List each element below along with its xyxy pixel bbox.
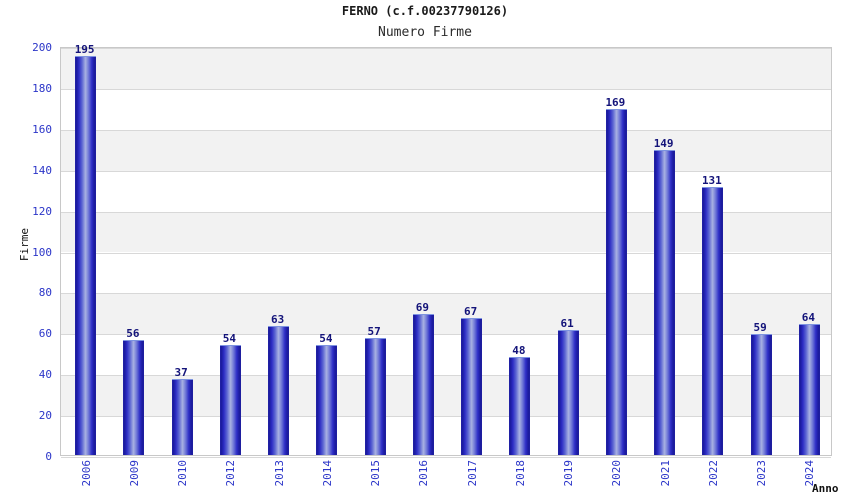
gridline xyxy=(61,416,831,418)
bar-value-label: 37 xyxy=(174,366,188,380)
bar[interactable] xyxy=(412,313,434,455)
bar-value-label: 59 xyxy=(753,321,767,335)
bar[interactable] xyxy=(461,318,483,455)
gridline xyxy=(61,457,831,458)
y-axis-tick-label: 20 xyxy=(38,409,52,423)
bar[interactable] xyxy=(654,150,676,455)
plot-band xyxy=(61,48,831,89)
x-axis-tick-label: 2019 xyxy=(562,460,576,487)
x-axis-tick-label: 2020 xyxy=(610,460,624,487)
x-axis-tick-label: 2018 xyxy=(513,460,527,487)
y-axis-tick-label: 180 xyxy=(32,81,52,95)
bar-value-label: 67 xyxy=(464,304,478,318)
y-axis-tick-label: 0 xyxy=(45,450,52,463)
y-axis-ticks: 200 180 160 140 120 100 80 60 40 20 0 xyxy=(0,42,52,462)
x-axis-tick-label: 2010 xyxy=(176,460,190,487)
bar-value-label: 57 xyxy=(367,325,381,339)
bar[interactable] xyxy=(316,344,338,455)
bar-value-label: 169 xyxy=(605,96,626,110)
bar-value-label: 54 xyxy=(319,331,333,345)
bar-value-label: 131 xyxy=(701,174,722,188)
bar[interactable] xyxy=(123,340,145,455)
y-axis-tick-label: 200 xyxy=(32,41,52,54)
bar-value-label: 48 xyxy=(512,343,526,357)
bar[interactable] xyxy=(750,334,772,455)
bar[interactable] xyxy=(798,324,820,455)
x-axis-title: Anno xyxy=(812,482,839,495)
x-axis-tick-label: 2014 xyxy=(320,460,334,487)
chart-title: FERNO (c.f.00237790126) xyxy=(341,4,509,18)
x-axis-tick-label: 2009 xyxy=(127,460,141,487)
bar[interactable] xyxy=(171,379,193,455)
gridline xyxy=(61,375,831,377)
x-axis-tick-label: 2006 xyxy=(79,460,93,487)
bar-value-label: 61 xyxy=(560,317,574,331)
gridline xyxy=(61,252,831,254)
x-axis-ticks: 2006 2009 2010 2012 2013 2014 2015 2016 2017 2018… xyxy=(60,460,832,500)
bar[interactable] xyxy=(509,356,531,455)
plot-band xyxy=(61,129,831,171)
bar-value-label: 54 xyxy=(222,331,236,345)
y-axis-tick-label: 80 xyxy=(38,286,52,300)
bar[interactable] xyxy=(702,187,724,455)
y-axis-tick-label: 40 xyxy=(38,368,52,382)
bar[interactable] xyxy=(219,344,241,455)
bar[interactable] xyxy=(605,109,627,455)
y-axis-tick-label: 140 xyxy=(32,163,52,177)
x-axis-tick-label: 2016 xyxy=(417,460,431,487)
chart-subtitle: Numero Firme xyxy=(378,25,472,40)
gridline xyxy=(61,170,831,172)
y-axis-tick-label: 100 xyxy=(32,245,52,259)
bar[interactable] xyxy=(557,330,579,455)
bar-value-label: 195 xyxy=(74,43,95,57)
gridline xyxy=(61,88,831,90)
gridline xyxy=(61,211,831,213)
bar-value-label: 149 xyxy=(653,137,674,151)
bar-value-label: 56 xyxy=(126,327,140,341)
y-axis-tick-label: 60 xyxy=(38,327,52,341)
gridline xyxy=(61,129,831,131)
x-axis-tick-label: 2022 xyxy=(706,460,720,487)
gridline xyxy=(61,48,831,49)
x-axis-tick-label: 2017 xyxy=(465,460,479,487)
bar-value-label: 64 xyxy=(801,311,815,325)
gridline xyxy=(61,334,831,336)
x-axis-tick-label: 2013 xyxy=(272,460,286,487)
bar[interactable] xyxy=(75,56,97,455)
x-axis-tick-label: 2024 xyxy=(803,460,817,487)
bar[interactable] xyxy=(364,338,386,455)
y-axis-tick-label: 120 xyxy=(32,204,52,218)
plot-area xyxy=(60,47,832,458)
gridline xyxy=(61,293,831,295)
x-axis-tick-label: 2012 xyxy=(224,460,238,487)
bar[interactable] xyxy=(268,326,290,455)
y-axis-tick-label: 160 xyxy=(32,122,52,136)
x-axis-tick-label: 2015 xyxy=(369,460,383,487)
bar-value-label: 69 xyxy=(415,300,429,314)
bar-value-label: 63 xyxy=(271,313,285,327)
x-axis-tick-label: 2023 xyxy=(755,460,769,487)
x-axis-tick-label: 2021 xyxy=(658,460,672,487)
